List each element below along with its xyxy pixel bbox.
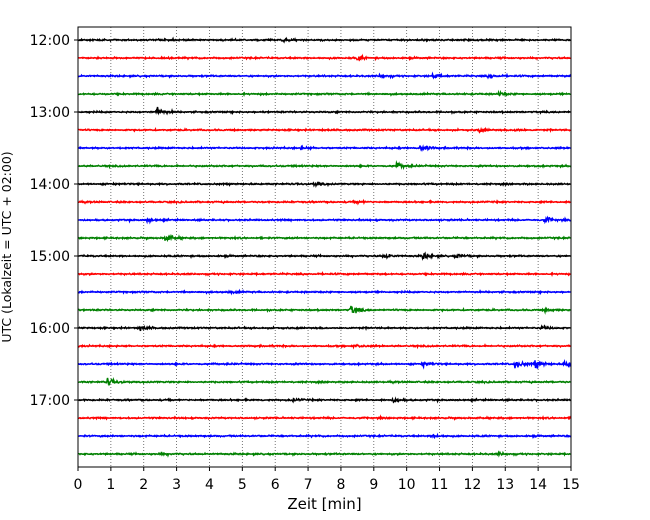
- x-tick-label-5: 5: [238, 477, 247, 493]
- y-tick-label-0: 12:00: [30, 33, 70, 49]
- trace-1445: [78, 234, 571, 243]
- x-tick-label-0: 0: [74, 477, 83, 493]
- x-tick-label-10: 10: [398, 477, 416, 493]
- trace-1345: [78, 160, 572, 171]
- seismogram-traces: [77, 36, 572, 458]
- trace-1745: [78, 450, 571, 458]
- x-tick-label-7: 7: [304, 477, 313, 493]
- trace-1400: [78, 181, 571, 189]
- trace-1630: [77, 359, 572, 370]
- y-tick-label-1: 13:00: [30, 105, 70, 121]
- x-axis-label: Zeit [min]: [287, 495, 361, 513]
- trace-1730: [78, 432, 572, 440]
- y-tick-label-5: 17:00: [30, 393, 70, 409]
- trace-1315: [78, 126, 572, 134]
- x-tick-label-1: 1: [106, 477, 115, 493]
- trace-1700: [77, 396, 571, 404]
- trace-1330: [78, 144, 571, 153]
- trace-1215: [77, 53, 571, 62]
- vertical-grid: [110, 27, 539, 467]
- plot-frame: [77, 26, 572, 468]
- y-tick-label-3: 15:00: [30, 249, 70, 265]
- y-axis-ticks: 12:00 13:00 14:00 15:00 16:00 17:00: [30, 33, 78, 409]
- trace-1515: [78, 270, 571, 278]
- trace-1415: [78, 198, 571, 206]
- x-tick-label-13: 13: [496, 477, 514, 493]
- x-tick-label-11: 11: [431, 477, 449, 493]
- trace-1500: [78, 251, 571, 261]
- x-tick-label-2: 2: [139, 477, 148, 493]
- trace-1715: [78, 414, 572, 421]
- x-tick-label-8: 8: [336, 477, 345, 493]
- trace-1545: [77, 305, 571, 315]
- x-tick-label-9: 9: [369, 477, 378, 493]
- trace-1245: [78, 89, 571, 98]
- trace-1430: [78, 215, 572, 225]
- x-axis-ticks: 0 1 2 3 4 5 6 7 8 9 10 11 12 13 14 15: [74, 467, 580, 493]
- x-tick-label-14: 14: [529, 477, 547, 493]
- y-tick-label-4: 16:00: [30, 321, 70, 337]
- trace-1645: [78, 377, 571, 387]
- x-tick-label-15: 15: [562, 477, 580, 493]
- trace-1615: [77, 343, 571, 350]
- y-axis-label: UTC (Lokalzeit = UTC + 02:00): [0, 151, 14, 342]
- trace-1200: [78, 36, 572, 44]
- x-tick-label-6: 6: [271, 477, 280, 493]
- y-tick-label-2: 14:00: [30, 177, 70, 193]
- trace-1300: [78, 106, 571, 116]
- trace-1230: [77, 71, 572, 80]
- x-tick-label-3: 3: [172, 477, 181, 493]
- trace-1530: [78, 288, 572, 296]
- x-tick-label-4: 4: [205, 477, 214, 493]
- x-tick-label-12: 12: [463, 477, 481, 493]
- trace-1600: [78, 324, 571, 332]
